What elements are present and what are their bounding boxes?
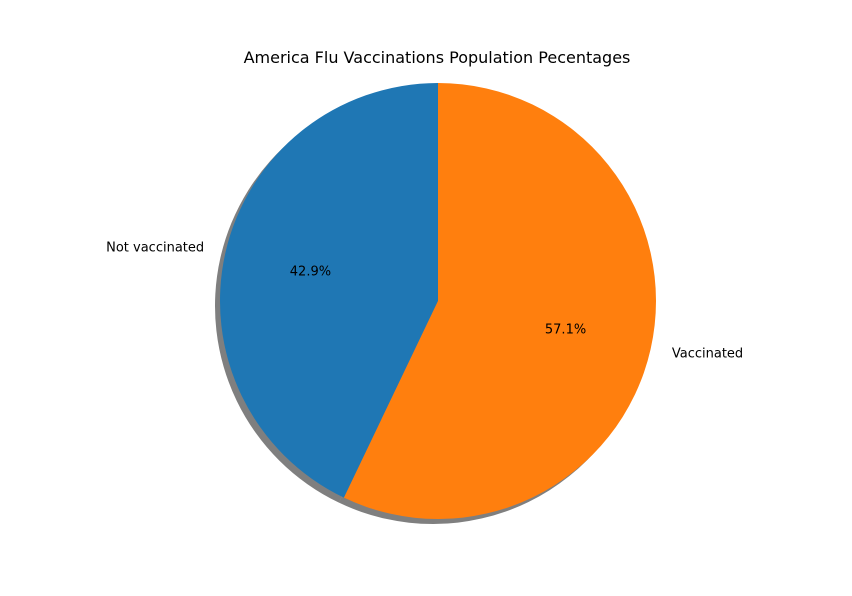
pie-slice-not-vaccinated	[220, 83, 438, 498]
slice-percent-vaccinated: 57.1%	[545, 322, 586, 337]
pie-labels-group: Not vaccinated 42.9% Vaccinated 57.1%	[106, 240, 743, 361]
slice-percent-not-vaccinated: 42.9%	[290, 265, 331, 280]
chart-title: America Flu Vaccinations Population Pece…	[244, 48, 631, 67]
slice-label-not-vaccinated: Not vaccinated	[106, 240, 204, 255]
pie-slice-vaccinated	[343, 83, 657, 520]
pie-slices-group	[220, 83, 657, 520]
slice-label-vaccinated: Vaccinated	[672, 347, 743, 362]
